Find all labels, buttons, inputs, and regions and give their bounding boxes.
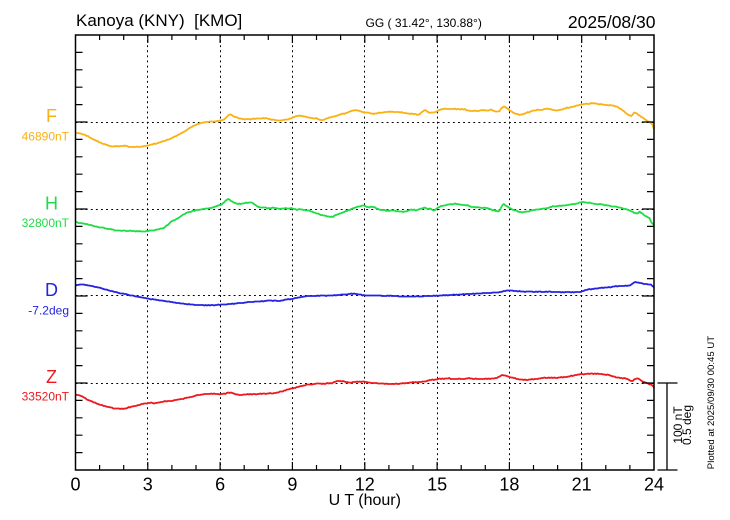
svg-text:15: 15 [427, 475, 447, 495]
svg-text:0.5 deg: 0.5 deg [680, 405, 694, 445]
svg-text:H: H [45, 193, 58, 213]
svg-text:18: 18 [499, 475, 519, 495]
svg-text:32800nT: 32800nT [22, 216, 70, 230]
svg-text:Kanoya (KNY) [KMO]: Kanoya (KNY) [KMO] [76, 11, 242, 30]
svg-text:Z: Z [46, 367, 57, 387]
svg-text:GG ( 31.42°, 130.88°): GG ( 31.42°, 130.88°) [366, 16, 482, 30]
svg-text:U T (hour): U T (hour) [329, 492, 401, 509]
svg-text:0: 0 [70, 475, 80, 495]
svg-text:9: 9 [287, 475, 297, 495]
svg-text:100 nT: 100 nT [671, 406, 685, 444]
svg-text:D: D [45, 280, 58, 300]
svg-text:F: F [46, 106, 57, 126]
svg-text:Plotted at 2025/09/30 00:45 UT: Plotted at 2025/09/30 00:45 UT [706, 336, 717, 469]
svg-text:-7.2deg: -7.2deg [28, 303, 69, 317]
svg-text:2025/08/30: 2025/08/30 [568, 12, 656, 32]
svg-text:24: 24 [644, 475, 664, 495]
svg-text:21: 21 [572, 475, 592, 495]
svg-text:3: 3 [143, 475, 153, 495]
svg-text:33520nT: 33520nT [22, 389, 70, 403]
svg-text:6: 6 [215, 475, 225, 495]
svg-text:46890nT: 46890nT [22, 129, 70, 143]
svg-text:12: 12 [355, 475, 375, 495]
